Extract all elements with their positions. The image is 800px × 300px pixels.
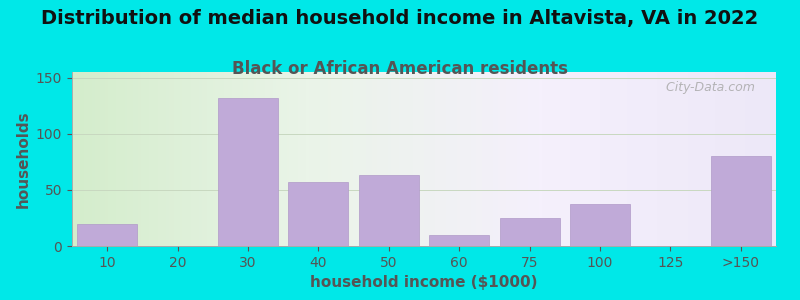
Text: Black or African American residents: Black or African American residents: [232, 60, 568, 78]
Bar: [711, 156, 770, 246]
Bar: [218, 98, 278, 246]
Bar: [500, 218, 559, 246]
Y-axis label: households: households: [15, 110, 30, 208]
Text: Distribution of median household income in Altavista, VA in 2022: Distribution of median household income …: [42, 9, 758, 28]
Bar: [289, 182, 348, 246]
Text: City-Data.com: City-Data.com: [658, 81, 755, 94]
X-axis label: household income ($1000): household income ($1000): [310, 275, 538, 290]
Bar: [570, 205, 630, 246]
Bar: [359, 175, 418, 246]
Bar: [430, 235, 489, 246]
Bar: [78, 224, 137, 246]
